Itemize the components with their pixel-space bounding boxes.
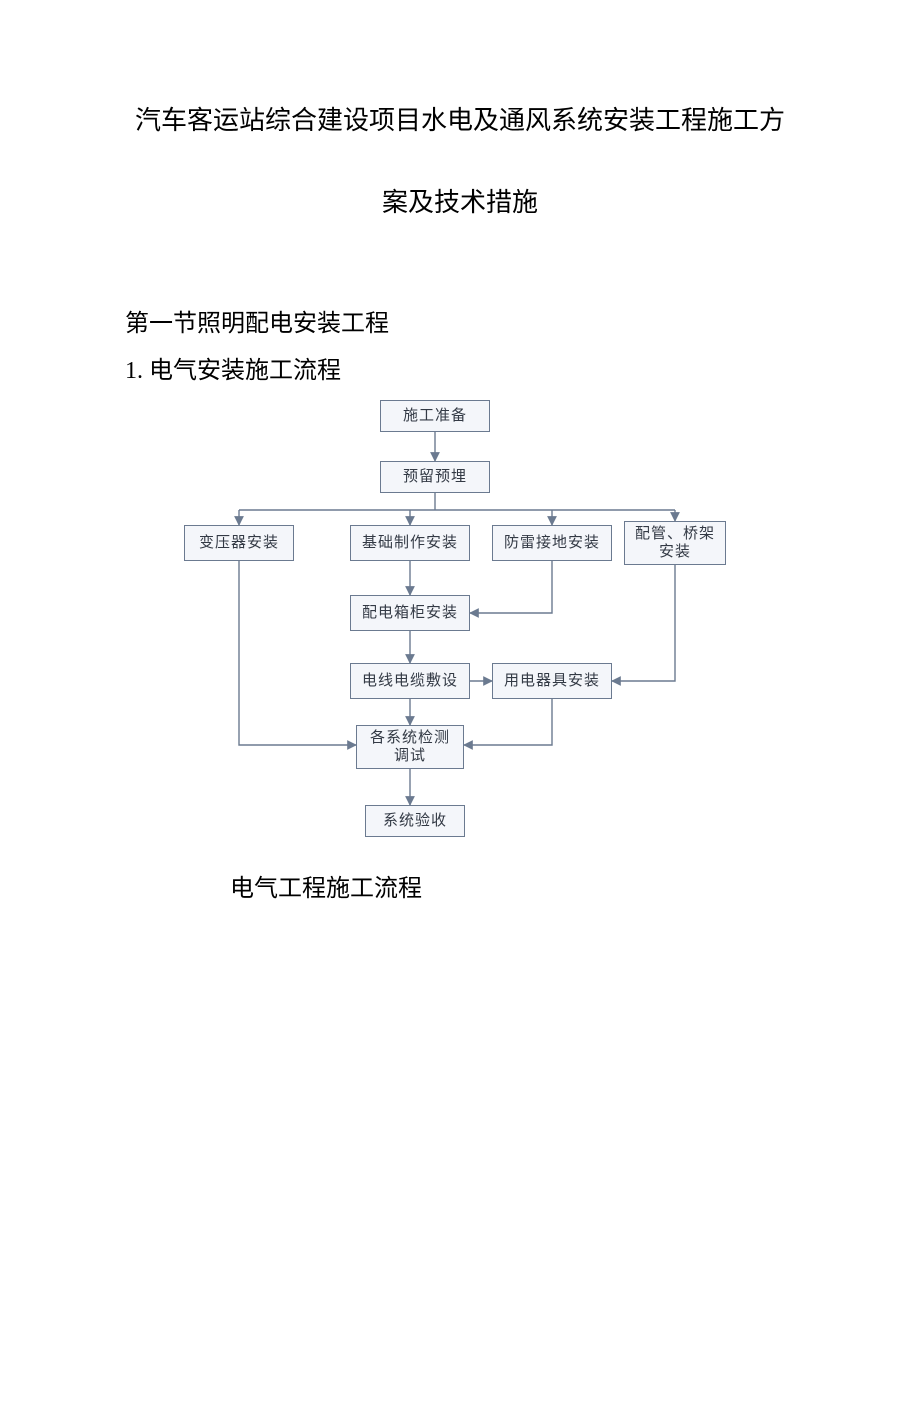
flow-node-ground: 防雷接地安装 xyxy=(492,525,612,561)
flow-node-label: 各系统检测 调试 xyxy=(370,729,450,765)
flow-node-cabinet: 配电箱柜安装 xyxy=(350,595,470,631)
flow-node-label: 配管、桥架 安装 xyxy=(635,525,715,561)
flow-node-prep: 施工准备 xyxy=(380,400,490,432)
flowchart: 施工准备预留预埋变压器安装 基础制作安装 防雷接地安装 配管、桥架 安装配电箱柜安装电… xyxy=(170,395,730,860)
sub-heading: 1. 电气安装施工流程 xyxy=(125,350,920,385)
flow-edge xyxy=(612,565,675,681)
title-line-2: 案及技术措施 xyxy=(0,182,920,224)
flow-node-label: 预留预埋 xyxy=(403,468,467,486)
flow-node-label: 电线电缆敷设 xyxy=(362,672,458,690)
flow-node-cable: 电线电缆敷设 xyxy=(350,663,470,699)
flow-node-accept: 系统验收 xyxy=(365,805,465,837)
flow-node-label: 系统验收 xyxy=(383,812,447,830)
flow-node-base: 基础制作安装 xyxy=(350,525,470,561)
flow-node-label: 防雷接地安装 xyxy=(504,534,600,552)
flow-node-label: 施工准备 xyxy=(403,407,467,425)
page: 汽车客运站综合建设项目水电及通风系统安装工程施工方 案及技术措施 第一节照明配电… xyxy=(0,100,920,1401)
title-line-1: 汽车客运站综合建设项目水电及通风系统安装工程施工方 xyxy=(0,100,920,142)
flow-node-device: 用电器具安装 xyxy=(492,663,612,699)
flow-node-label: 变压器安装 xyxy=(199,534,279,552)
flow-node-reserve: 预留预埋 xyxy=(380,461,490,493)
flow-node-label: 配电箱柜安装 xyxy=(362,604,458,622)
flow-edge xyxy=(239,561,356,745)
flow-edge xyxy=(464,699,552,745)
flow-node-pipe: 配管、桥架 安装 xyxy=(624,521,726,565)
flow-node-trans: 变压器安装 xyxy=(184,525,294,561)
section-heading: 第一节照明配电安装工程 xyxy=(125,303,920,338)
flow-node-label: 用电器具安装 xyxy=(504,672,600,690)
flow-node-test: 各系统检测 调试 xyxy=(356,725,464,769)
flowchart-caption: 电气工程施工流程 xyxy=(230,868,920,903)
flow-edge xyxy=(470,561,552,613)
flow-node-label: 基础制作安装 xyxy=(362,534,458,552)
